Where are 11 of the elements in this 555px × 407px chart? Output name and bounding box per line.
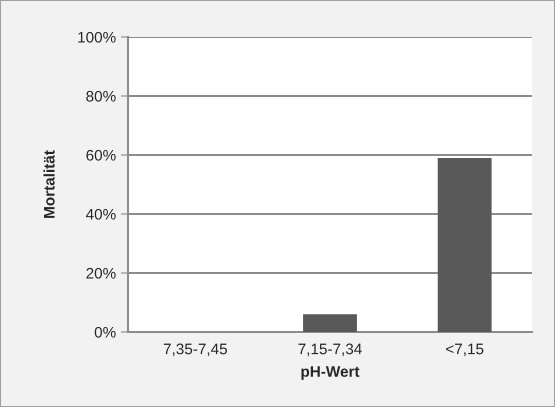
x-tick-label: <7,15: [446, 344, 484, 356]
y-tick-label: 40%: [86, 208, 116, 220]
x-tick-label: 7,15-7,34: [298, 344, 362, 356]
y-tick-label: 100%: [78, 32, 116, 43]
y-axis-title: Mortalität: [43, 150, 55, 218]
y-tick-label: 20%: [86, 268, 116, 279]
y-tick-label: 80%: [86, 90, 116, 102]
x-axis-title: pH-Wert: [301, 366, 360, 380]
x-tick-label: 7,35-7,45: [164, 344, 227, 356]
y-tick-label: 60%: [86, 150, 116, 161]
y-tick-label: 0%: [94, 326, 116, 338]
